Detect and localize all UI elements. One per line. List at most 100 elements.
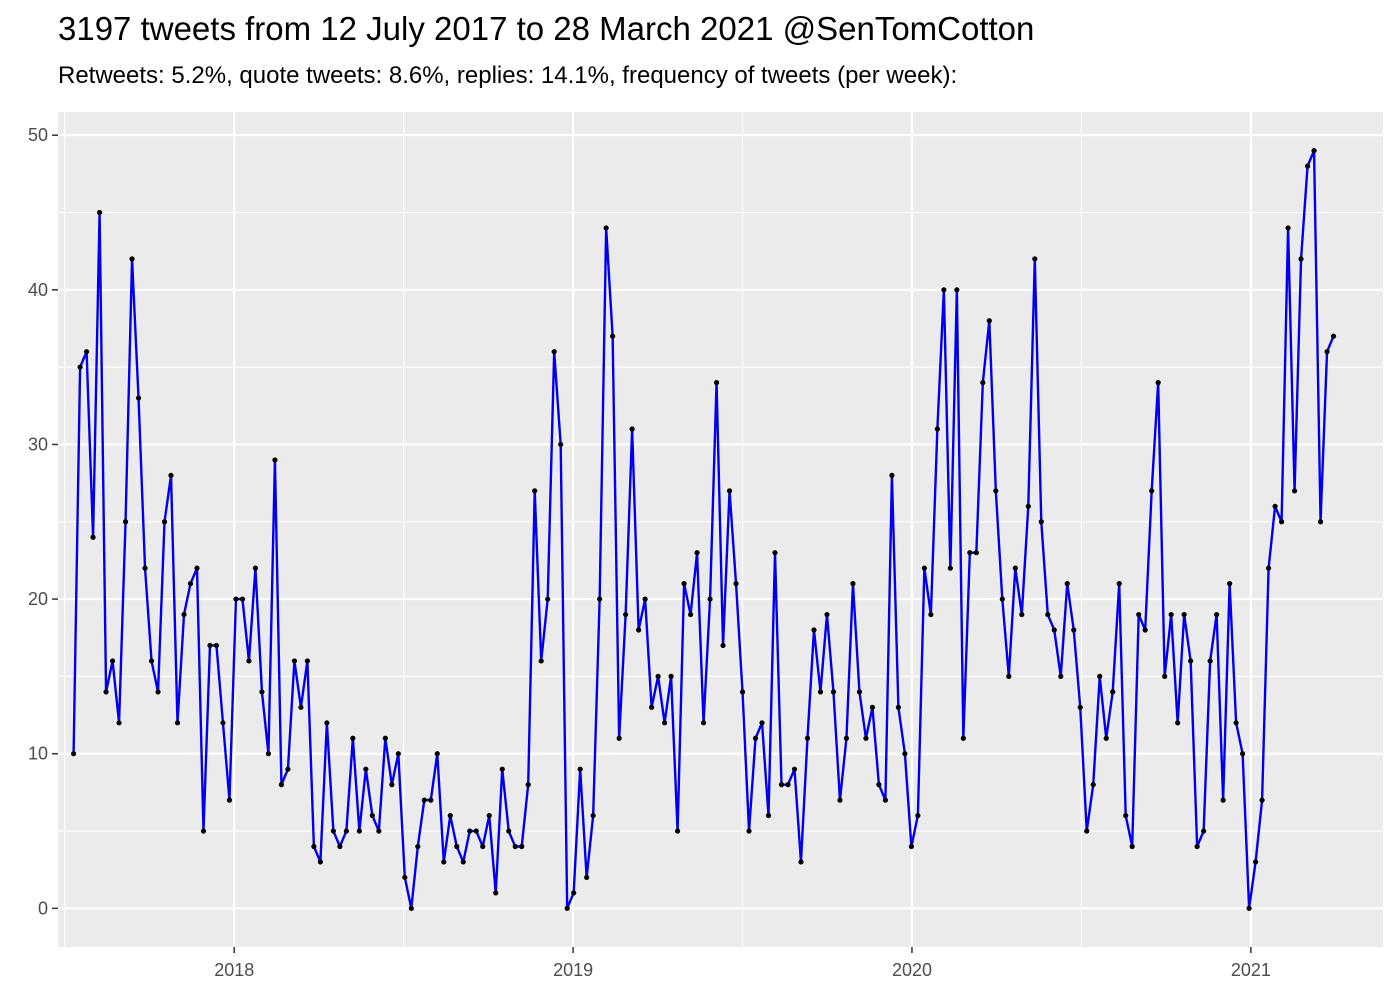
data-point bbox=[1071, 627, 1077, 633]
data-point bbox=[441, 859, 447, 865]
data-point bbox=[1110, 689, 1116, 695]
data-point bbox=[584, 874, 590, 881]
data-point bbox=[726, 488, 733, 494]
data-point bbox=[213, 642, 220, 649]
data-point bbox=[590, 812, 596, 819]
x-tick-label: 2021 bbox=[1231, 960, 1271, 980]
data-point bbox=[350, 735, 356, 741]
data-point bbox=[1194, 843, 1200, 850]
data-point bbox=[837, 797, 843, 803]
y-tick-label: 30 bbox=[28, 434, 48, 454]
data-point bbox=[564, 905, 570, 911]
data-point bbox=[181, 611, 187, 618]
data-point bbox=[1201, 828, 1207, 834]
data-point bbox=[447, 812, 453, 819]
data-point bbox=[954, 287, 960, 293]
data-point bbox=[882, 797, 889, 803]
data-point bbox=[863, 735, 869, 741]
data-point bbox=[785, 782, 791, 788]
data-point bbox=[194, 565, 200, 571]
data-point bbox=[980, 380, 986, 386]
data-point bbox=[720, 642, 726, 649]
data-point bbox=[161, 519, 168, 525]
data-point bbox=[168, 472, 174, 478]
x-tick-label: 2018 bbox=[214, 960, 254, 980]
data-point bbox=[1103, 735, 1109, 741]
data-point bbox=[506, 828, 512, 834]
data-point bbox=[90, 534, 96, 540]
data-point bbox=[694, 550, 700, 556]
data-point bbox=[1123, 812, 1129, 819]
data-point bbox=[148, 658, 155, 664]
data-point bbox=[395, 751, 401, 757]
data-point bbox=[207, 642, 213, 649]
data-point bbox=[532, 488, 538, 494]
data-point bbox=[610, 333, 616, 339]
chart-title: 3197 tweets from 12 July 2017 to 28 Marc… bbox=[58, 10, 1035, 47]
data-point bbox=[1317, 519, 1324, 525]
data-point bbox=[1019, 611, 1025, 618]
data-point bbox=[765, 812, 772, 819]
data-point bbox=[551, 349, 557, 355]
chart-subtitle: Retweets: 5.2%, quote tweets: 8.6%, repl… bbox=[58, 62, 958, 89]
data-point bbox=[304, 658, 310, 664]
data-point bbox=[850, 581, 856, 587]
data-point bbox=[421, 797, 427, 803]
data-point bbox=[486, 812, 492, 819]
data-point bbox=[700, 720, 707, 726]
data-point bbox=[454, 843, 460, 850]
data-point bbox=[752, 735, 759, 741]
data-point bbox=[869, 704, 876, 710]
data-point bbox=[96, 209, 103, 216]
data-point bbox=[382, 735, 388, 741]
data-point bbox=[116, 720, 122, 726]
data-point bbox=[772, 550, 778, 556]
data-point bbox=[928, 611, 934, 618]
data-point bbox=[1142, 627, 1148, 633]
data-point bbox=[376, 828, 382, 834]
data-point bbox=[843, 735, 850, 741]
data-point bbox=[220, 720, 226, 726]
data-point bbox=[778, 782, 785, 788]
data-point bbox=[142, 565, 148, 571]
data-point bbox=[993, 488, 999, 494]
data-point bbox=[687, 611, 694, 618]
y-tick-label: 10 bbox=[28, 744, 48, 764]
data-point bbox=[1064, 581, 1070, 587]
data-point bbox=[876, 782, 882, 788]
data-point bbox=[804, 735, 811, 741]
data-point bbox=[791, 766, 798, 772]
data-point bbox=[1051, 627, 1057, 633]
y-tick-label: 0 bbox=[38, 898, 48, 918]
data-point bbox=[895, 704, 902, 710]
data-point bbox=[519, 843, 525, 850]
data-point bbox=[363, 766, 369, 772]
data-point bbox=[512, 843, 518, 850]
data-point bbox=[902, 751, 908, 757]
data-point bbox=[1038, 519, 1044, 525]
data-point bbox=[200, 828, 207, 834]
data-point bbox=[1272, 503, 1278, 509]
y-tick-label: 50 bbox=[28, 125, 48, 145]
data-point bbox=[343, 828, 349, 834]
data-point bbox=[1058, 673, 1064, 680]
data-point bbox=[369, 812, 375, 819]
data-point bbox=[1012, 565, 1018, 571]
data-point bbox=[233, 596, 239, 602]
data-point bbox=[707, 596, 713, 602]
data-point bbox=[434, 751, 440, 757]
data-point bbox=[759, 720, 765, 726]
data-point bbox=[317, 859, 323, 865]
data-point bbox=[681, 581, 687, 587]
data-point bbox=[252, 565, 259, 571]
data-point bbox=[856, 689, 863, 695]
data-point bbox=[499, 766, 505, 772]
data-point bbox=[571, 890, 577, 896]
data-point bbox=[129, 256, 135, 262]
data-point bbox=[662, 720, 668, 726]
data-point bbox=[278, 782, 285, 788]
data-point bbox=[1233, 720, 1239, 726]
data-point bbox=[746, 828, 752, 834]
data-point bbox=[1175, 720, 1181, 726]
